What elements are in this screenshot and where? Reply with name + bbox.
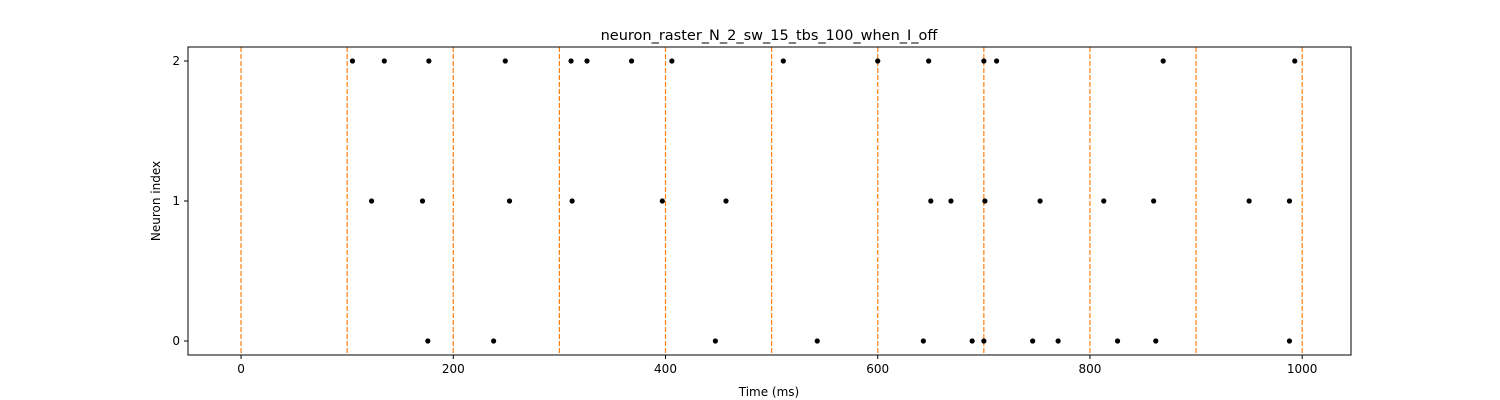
- spike-point: [1292, 58, 1298, 64]
- spike-point: [928, 198, 934, 204]
- spike-point: [506, 198, 513, 204]
- x-tick-label: 600: [866, 362, 889, 376]
- spike-point: [814, 338, 820, 344]
- spike-point: [993, 58, 1000, 64]
- spike-point: [1246, 198, 1252, 204]
- spike-point: [1101, 198, 1107, 204]
- spike-point: [381, 58, 387, 64]
- spike-point: [568, 58, 574, 64]
- x-tick-label: 400: [654, 362, 677, 376]
- x-tick-label: 200: [442, 362, 465, 376]
- x-axis: 0 200 400 600 800 1000: [237, 355, 1317, 376]
- spike-point: [349, 58, 356, 64]
- spike-point: [584, 58, 590, 64]
- spike-point: [1151, 198, 1157, 204]
- spike-point: [491, 338, 497, 344]
- x-axis-label: Time (ms): [738, 385, 800, 399]
- spike-point: [426, 58, 432, 64]
- spike-point: [1286, 338, 1293, 344]
- spike-point: [982, 198, 988, 204]
- y-tick-label: 2: [172, 54, 180, 68]
- spike-point: [981, 338, 987, 344]
- y-tick-label: 1: [172, 194, 180, 208]
- spike-point: [569, 198, 575, 204]
- spike-point: [425, 338, 431, 344]
- spike-point: [669, 58, 675, 64]
- spike-point: [1160, 58, 1166, 64]
- spike-point: [723, 198, 729, 204]
- spike-point: [502, 58, 508, 64]
- spike-point: [712, 338, 718, 344]
- spike-points: [349, 58, 1298, 344]
- spike-point: [948, 198, 954, 204]
- y-tick-label: 0: [172, 334, 180, 348]
- spike-point: [659, 198, 665, 204]
- spike-point: [1037, 198, 1043, 204]
- spike-point: [981, 58, 987, 64]
- plot-frame: [187, 46, 1352, 356]
- spike-point: [1055, 338, 1061, 344]
- x-tick-label: 1000: [1287, 362, 1318, 376]
- spike-point: [969, 338, 975, 344]
- y-axis: 0 1 2: [172, 54, 188, 348]
- spike-point: [1286, 198, 1293, 204]
- x-tick-label: 0: [237, 362, 245, 376]
- spike-point: [1030, 338, 1036, 344]
- spike-point: [920, 338, 926, 344]
- x-tick-label: 800: [1079, 362, 1102, 376]
- spike-point: [1153, 338, 1159, 344]
- chart-title: neuron_raster_N_2_sw_15_tbs_100_when_I_o…: [601, 28, 939, 44]
- vertical-lines: [240, 47, 1303, 355]
- spike-point: [780, 58, 786, 64]
- spike-point: [628, 58, 635, 64]
- spike-point: [926, 58, 932, 64]
- spike-point: [875, 58, 881, 64]
- spike-point: [368, 198, 375, 204]
- spike-point: [1114, 338, 1121, 344]
- y-axis-label: Neuron index: [149, 161, 163, 241]
- spike-point: [419, 198, 426, 204]
